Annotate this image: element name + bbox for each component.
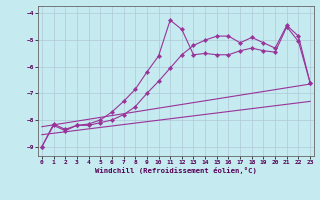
X-axis label: Windchill (Refroidissement éolien,°C): Windchill (Refroidissement éolien,°C) [95, 167, 257, 174]
